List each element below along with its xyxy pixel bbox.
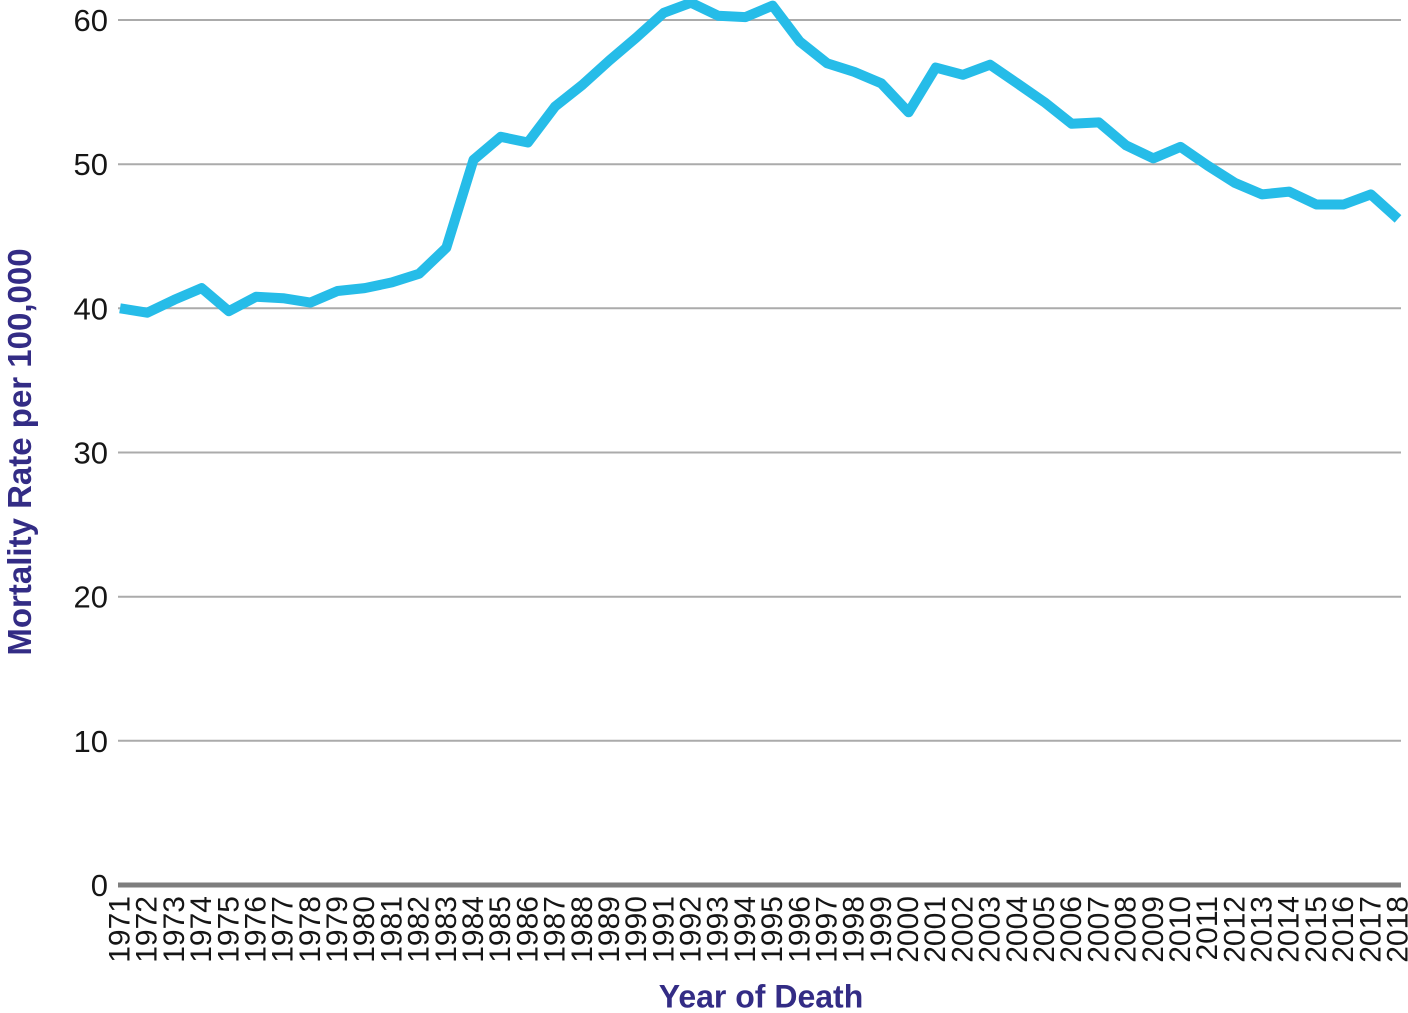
x-tick-label-2017: 2017 (1354, 896, 1387, 963)
y-tick-label-60: 60 (74, 3, 108, 38)
y-tick-label-20: 20 (74, 580, 108, 615)
x-tick-label-2005: 2005 (1028, 896, 1061, 963)
x-tick-label-2016: 2016 (1327, 896, 1360, 963)
x-tick-label-2011: 2011 (1191, 896, 1224, 961)
x-tick-label-1977: 1977 (267, 896, 300, 963)
x-tick-label-1973: 1973 (158, 896, 191, 963)
x-tick-label-1995: 1995 (756, 896, 789, 963)
x-tick-label-1990: 1990 (620, 896, 653, 963)
x-tick-label-1978: 1978 (294, 896, 327, 963)
x-tick-label-2002: 2002 (946, 896, 979, 963)
y-tick-label-30: 30 (74, 436, 108, 471)
y-tick-label-50: 50 (74, 147, 108, 182)
x-tick-label-1989: 1989 (593, 896, 626, 963)
x-tick-label-1984: 1984 (457, 896, 490, 963)
x-tick-label-1991: 1991 (647, 896, 680, 963)
y-tick-label-40: 40 (74, 291, 108, 326)
x-tick-label-1972: 1972 (131, 896, 164, 963)
x-tick-label-1976: 1976 (240, 896, 273, 963)
x-tick-label-2015: 2015 (1300, 896, 1333, 963)
x-tick-label-1985: 1985 (484, 896, 517, 963)
x-tick-label-1981: 1981 (375, 896, 408, 963)
x-tick-label-1993: 1993 (702, 896, 735, 963)
x-tick-label-1979: 1979 (321, 896, 354, 963)
x-tick-label-1997: 1997 (811, 896, 844, 963)
x-tick-label-2013: 2013 (1246, 896, 1279, 963)
x-tick-label-2008: 2008 (1110, 896, 1143, 963)
x-tick-label-1999: 1999 (865, 896, 898, 963)
x-tick-label-1983: 1983 (430, 896, 463, 963)
x-tick-label-2007: 2007 (1082, 896, 1115, 963)
x-tick-label-1987: 1987 (539, 896, 572, 963)
x-tick-label-1992: 1992 (675, 896, 708, 963)
x-tick-label-1986: 1986 (511, 896, 544, 963)
x-tick-label-2000: 2000 (892, 896, 925, 963)
x-tick-label-2010: 2010 (1164, 896, 1197, 963)
y-tick-label-10: 10 (74, 724, 108, 759)
x-tick-label-1996: 1996 (783, 896, 816, 963)
x-tick-label-1982: 1982 (403, 896, 436, 963)
x-tick-label-1988: 1988 (566, 896, 599, 963)
x-axis-title: Year of Death (658, 978, 864, 1013)
x-tick-label-1998: 1998 (838, 896, 871, 963)
x-tick-label-1975: 1975 (212, 896, 245, 963)
x-tick-label-2006: 2006 (1055, 896, 1088, 963)
x-tick-label-2012: 2012 (1218, 896, 1251, 963)
x-tick-label-2009: 2009 (1137, 896, 1170, 963)
x-tick-label-1974: 1974 (185, 896, 218, 963)
x-tick-label-2018: 2018 (1382, 896, 1408, 963)
y-tick-label-0: 0 (91, 868, 108, 903)
x-tick-label-1971: 1971 (104, 896, 137, 963)
x-tick-label-2003: 2003 (974, 896, 1007, 963)
x-tick-label-2001: 2001 (919, 896, 952, 963)
x-tick-label-1980: 1980 (348, 896, 381, 963)
mortality-rate-line (119, 0, 1402, 318)
x-tick-label-1994: 1994 (729, 896, 762, 963)
x-tick-label-2014: 2014 (1273, 896, 1306, 963)
x-tick-label-2004: 2004 (1001, 896, 1034, 963)
